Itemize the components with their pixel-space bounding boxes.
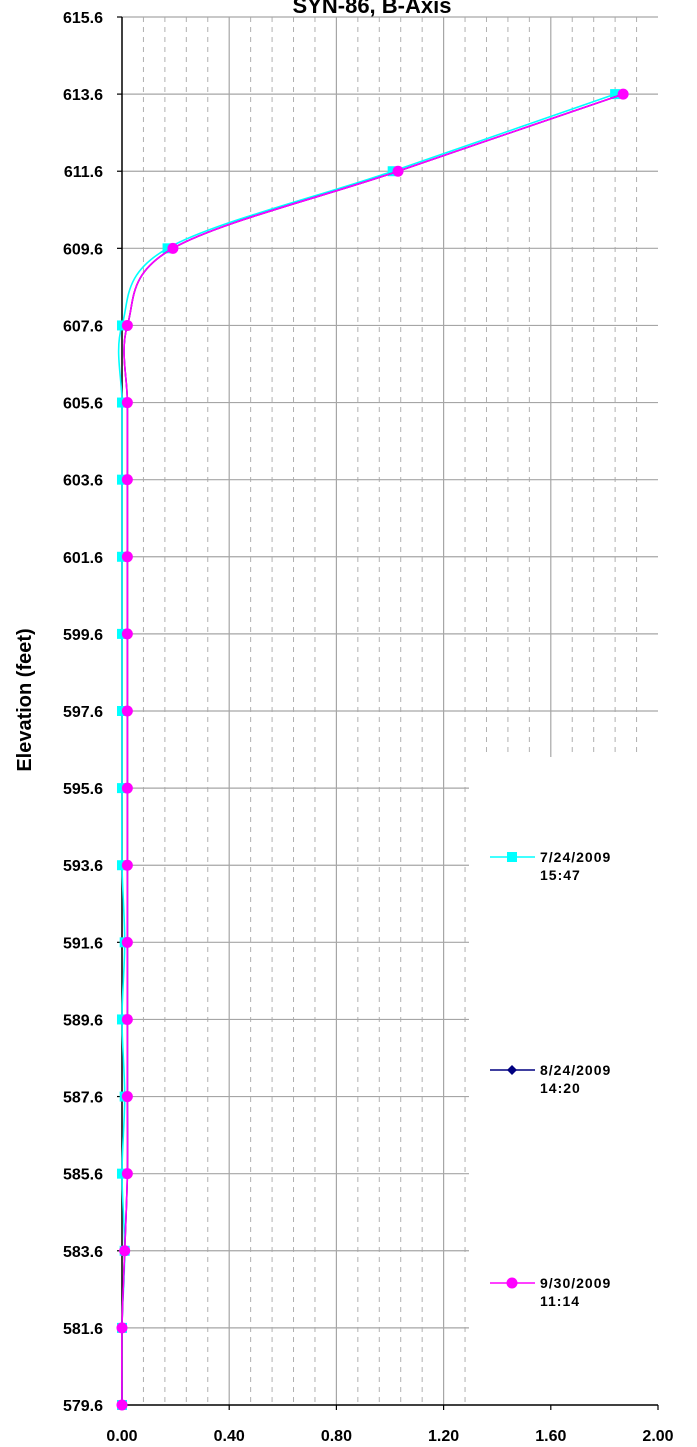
x-tick-label: 1.60	[535, 1428, 566, 1445]
series-group	[116, 88, 629, 1411]
series-line	[121, 93, 624, 1406]
legend-label-time: 11:14	[540, 1293, 580, 1309]
y-tick-label: 593.6	[63, 858, 103, 875]
data-point	[121, 628, 133, 640]
y-tick-label: 609.6	[63, 241, 103, 258]
legend-item-3: 9/30/2009 11:14	[490, 1275, 611, 1309]
x-tick-label: 2.00	[642, 1428, 673, 1445]
data-point	[121, 1013, 133, 1025]
y-tick-label: 605.6	[63, 396, 103, 413]
x-tick-label: 0.00	[106, 1428, 137, 1445]
data-point	[167, 242, 179, 254]
y-tick-label: 581.6	[63, 1321, 103, 1338]
y-tick-label: 601.6	[63, 550, 103, 567]
y-tick-label: 615.6	[63, 10, 103, 27]
legend-label: 7/24/2009	[540, 849, 611, 865]
series-line	[121, 93, 624, 1406]
data-point	[121, 551, 133, 563]
series-3	[116, 88, 629, 1411]
x-tick-label: 0.80	[321, 1428, 352, 1445]
y-tick-label: 611.6	[64, 164, 103, 181]
data-point	[617, 88, 629, 100]
x-tick-label: 1.20	[428, 1428, 459, 1445]
data-point	[121, 1091, 133, 1103]
y-tick-label: 599.6	[63, 627, 103, 644]
series-2	[117, 89, 629, 1410]
series-1	[117, 89, 621, 1410]
data-point	[119, 1245, 131, 1257]
data-point	[121, 319, 133, 331]
x-tick-label: 0.40	[214, 1428, 245, 1445]
y-tick-label: 613.6	[63, 87, 103, 104]
y-tick-label: 591.6	[63, 935, 103, 952]
legend-label: 8/24/2009	[540, 1062, 611, 1078]
data-point	[610, 89, 621, 100]
chart-title: SYN-86, B-Axis	[293, 0, 452, 18]
legend-label: 9/30/2009	[540, 1275, 611, 1291]
legend-label-time: 15:47	[540, 867, 581, 883]
y-tick-label: 603.6	[63, 473, 103, 490]
series-line	[117, 93, 616, 1406]
grid	[122, 16, 658, 1405]
legend-swatch-marker	[507, 1065, 517, 1075]
legend: 7/24/2009 15:47 8/24/2009 14:20 9/30/2009 11:…	[490, 849, 611, 1309]
legend-label-time: 14:20	[540, 1080, 581, 1096]
legend-swatch-marker	[507, 852, 517, 862]
data-point	[121, 859, 133, 871]
legend-item-1: 7/24/2009 15:47	[490, 849, 611, 883]
tick-labels: 615.6 613.6 611.6 609.6 607.6 605.6 603.6 601.6…	[63, 10, 674, 1445]
y-tick-label: 579.6	[63, 1398, 103, 1415]
y-tick-label: 587.6	[63, 1090, 103, 1107]
data-point	[121, 397, 133, 409]
data-point	[392, 165, 404, 177]
y-tick-label: 607.6	[63, 318, 103, 335]
axes	[117, 16, 659, 1410]
y-tick-label: 589.6	[63, 1012, 103, 1029]
y-tick-label: 585.6	[63, 1167, 103, 1184]
y-axis-label: Elevation (feet)	[14, 628, 36, 771]
legend-item-2: 8/24/2009 14:20	[490, 1062, 611, 1096]
data-point	[121, 1168, 133, 1180]
legend-swatch-marker	[506, 1277, 518, 1289]
data-point	[121, 782, 133, 794]
data-point	[116, 1399, 128, 1411]
y-tick-label: 595.6	[63, 781, 103, 798]
data-point	[121, 936, 133, 948]
y-tick-label: 583.6	[63, 1244, 103, 1261]
data-point	[116, 1322, 128, 1334]
data-point	[121, 474, 133, 486]
y-tick-label: 597.6	[63, 704, 103, 721]
data-point	[121, 705, 133, 717]
